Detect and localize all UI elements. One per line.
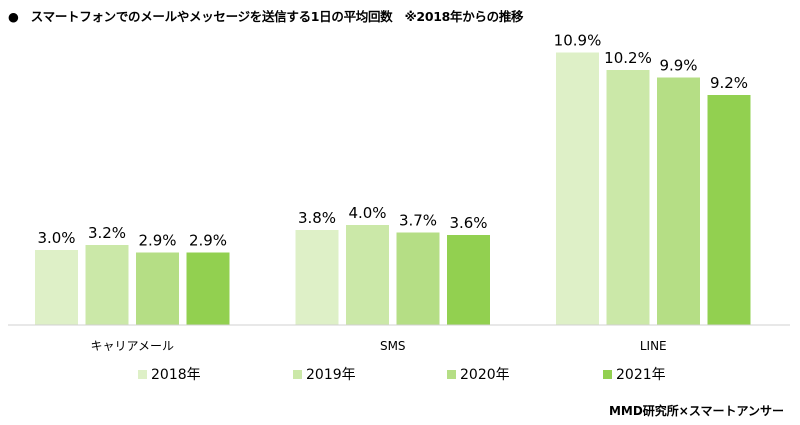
- category-label: SMS: [380, 339, 406, 353]
- data-label: 9.9%: [659, 57, 697, 75]
- bar: [186, 252, 230, 325]
- bar: [35, 250, 78, 325]
- legend-label: 2019年: [306, 367, 356, 383]
- legend-label: 2018年: [151, 367, 201, 383]
- category-label: LINE: [640, 339, 667, 353]
- source-credit: MMD研究所×スマートアンサー: [608, 404, 784, 418]
- data-label: 2.9%: [189, 232, 227, 250]
- bar: [657, 77, 700, 325]
- legend-swatch: [447, 369, 456, 379]
- data-label: 4.0%: [348, 204, 386, 222]
- data-label: 2.9%: [138, 232, 176, 250]
- data-label: 10.9%: [554, 32, 602, 50]
- bar: [396, 232, 440, 325]
- legend-label: 2021年: [616, 367, 666, 383]
- data-label: 10.2%: [604, 49, 652, 67]
- chart-title: ● スマートフォンでのメールやメッセージを送信する1日の平均回数 ※2018年か…: [8, 9, 524, 24]
- category-label: キャリアメール: [91, 339, 174, 353]
- bar: [707, 95, 751, 325]
- legend-item: 2019年: [293, 364, 356, 384]
- data-label: 3.8%: [298, 209, 336, 227]
- bar: [85, 245, 129, 325]
- data-label: 3.6%: [449, 214, 487, 232]
- legend-swatch: [293, 369, 302, 379]
- bar-chart: 3.0% 3.2% 2.9% 2.9% キャリアメール 3.8% 4.0% 3.7% 3.6% S…: [8, 32, 790, 353]
- legend-item: 2021年: [603, 364, 666, 384]
- bar: [447, 235, 490, 325]
- data-label: 3.2%: [88, 224, 126, 242]
- bar: [295, 230, 339, 325]
- legend-swatch: [603, 369, 612, 379]
- bar: [556, 52, 599, 325]
- legend-item: 2018年: [138, 364, 201, 384]
- legend-swatch: [138, 369, 147, 379]
- legend-item: 2020年: [447, 364, 510, 384]
- bar: [136, 252, 179, 325]
- bar: [346, 225, 389, 325]
- legend-label: 2020年: [460, 367, 510, 383]
- data-label: 3.7%: [399, 212, 437, 230]
- bar: [606, 70, 650, 325]
- data-label: 3.0%: [37, 229, 75, 247]
- data-label: 9.2%: [710, 74, 748, 92]
